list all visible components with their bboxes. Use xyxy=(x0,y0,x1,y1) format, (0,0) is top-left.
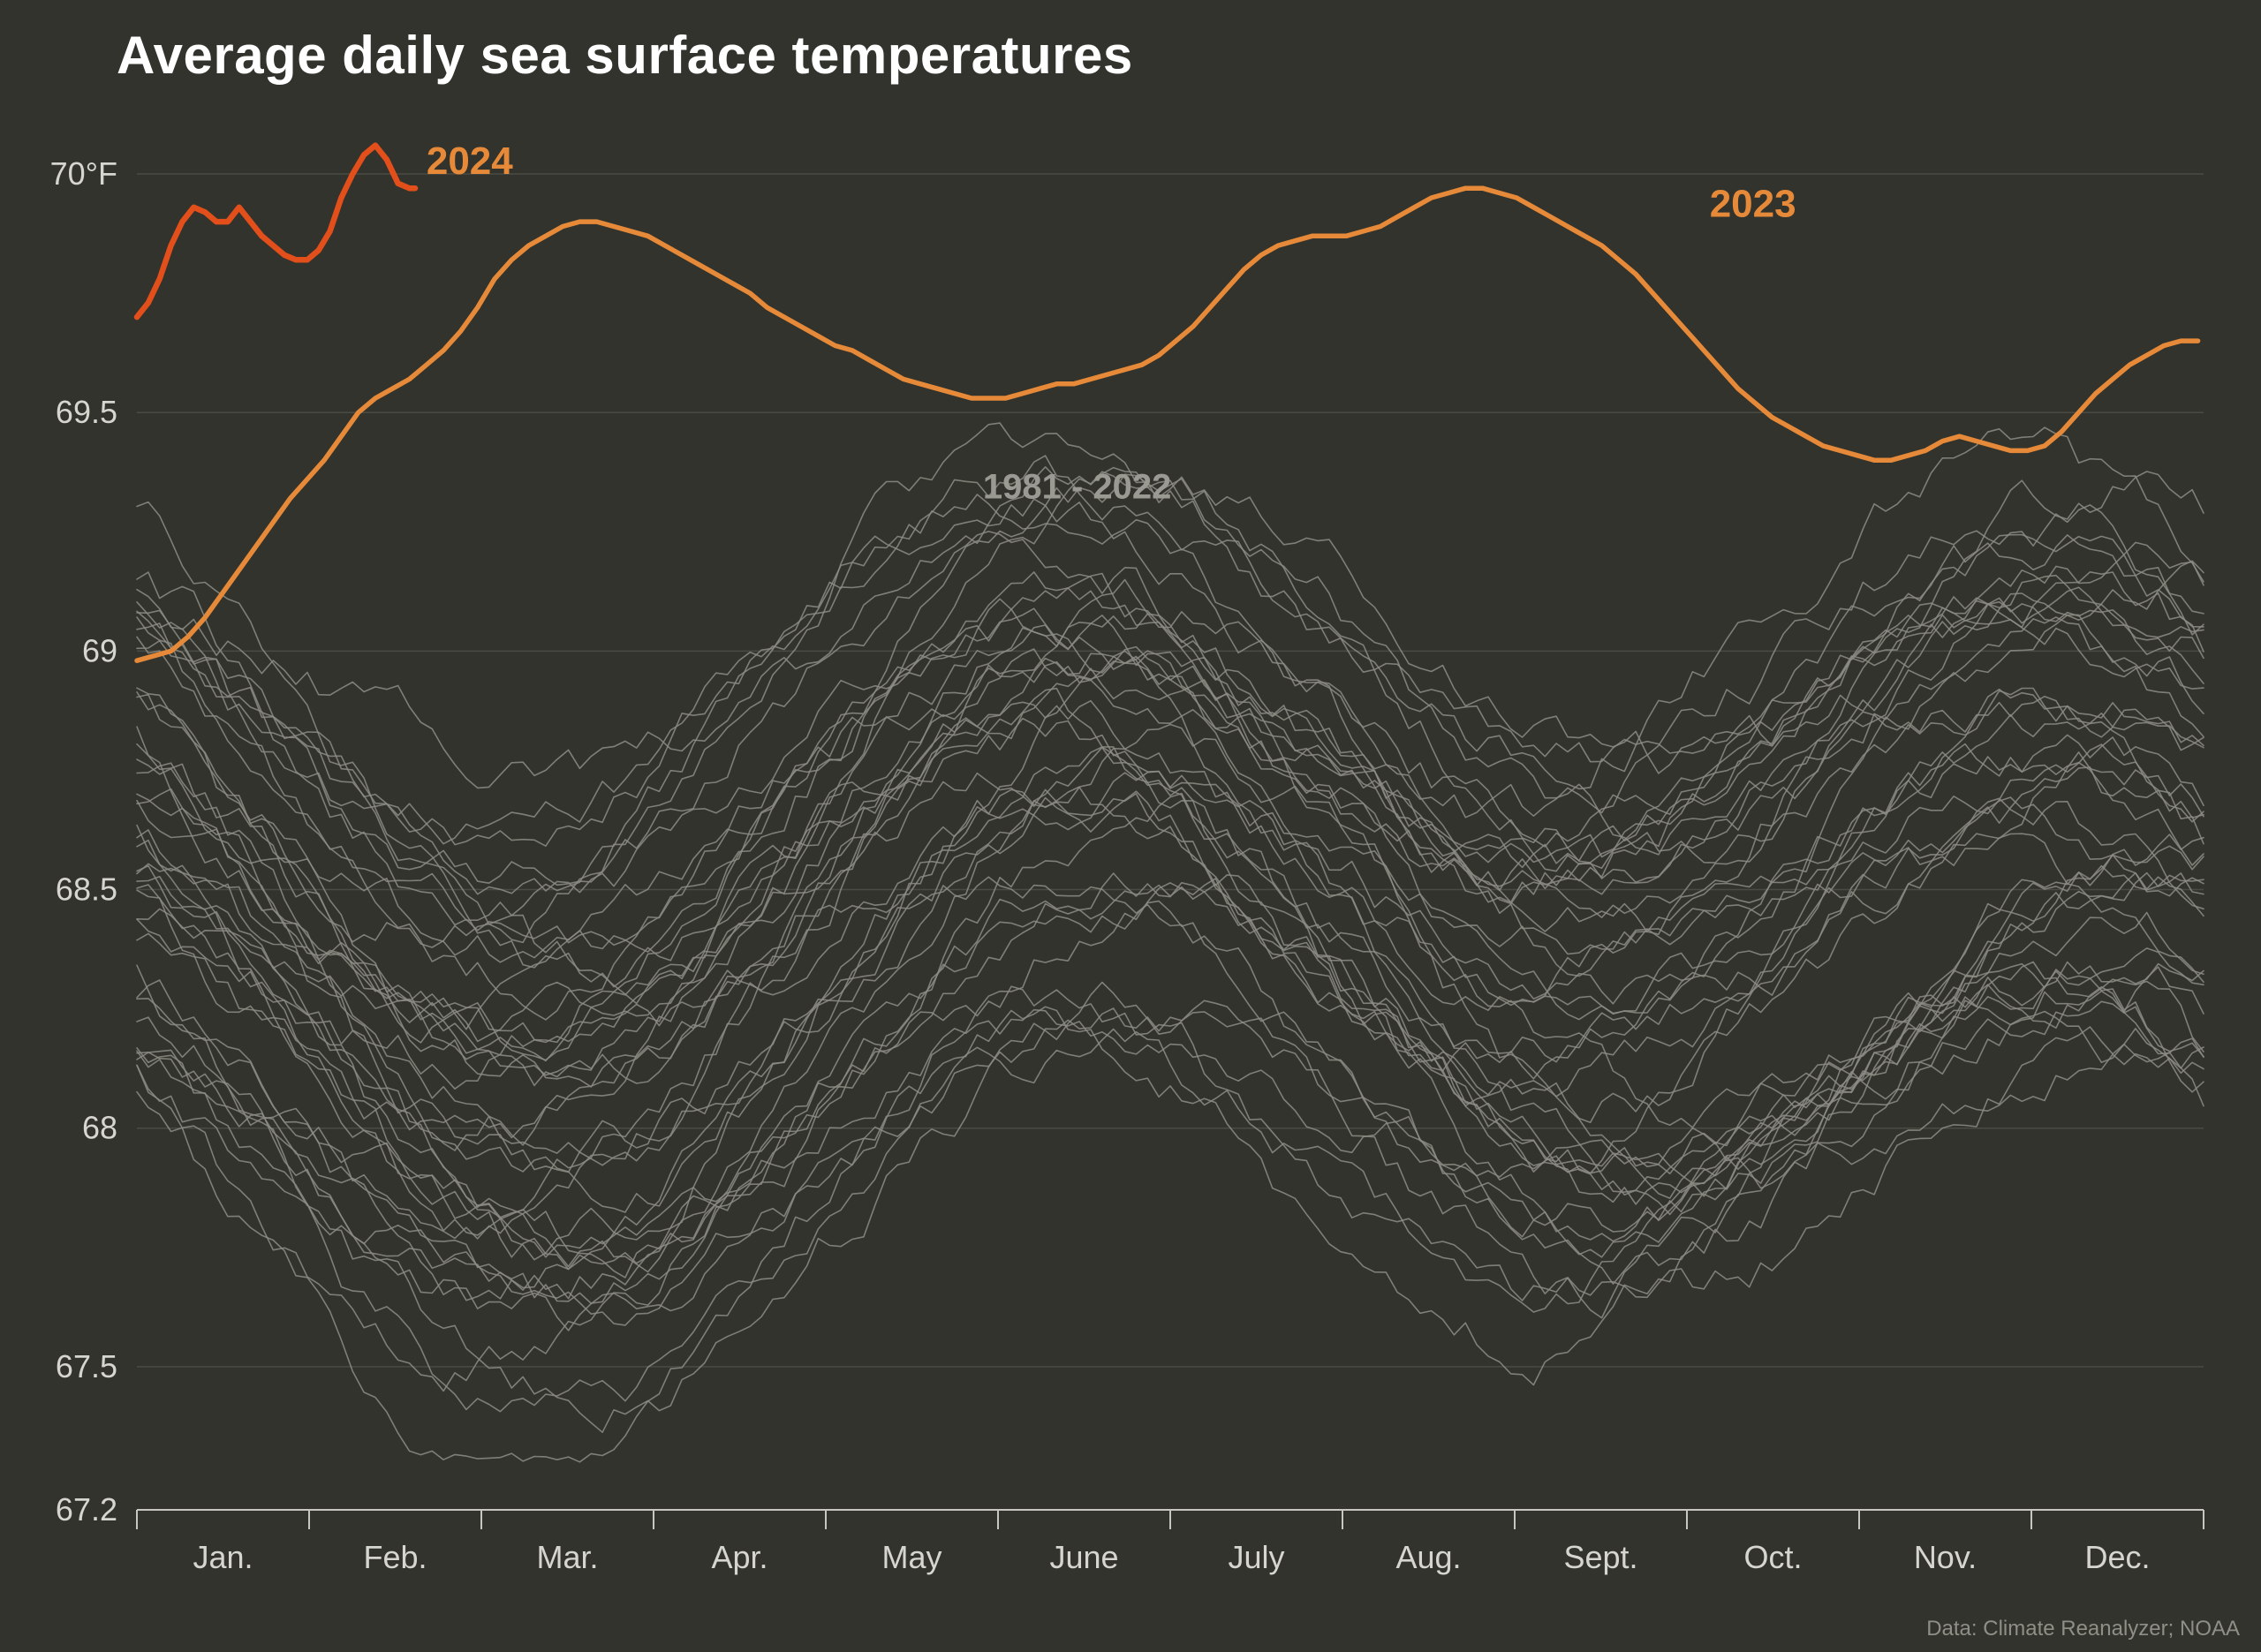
svg-text:Apr.: Apr. xyxy=(711,1539,768,1575)
svg-text:67.2: 67.2 xyxy=(56,1491,117,1528)
svg-text:Sept.: Sept. xyxy=(1563,1539,1637,1575)
svg-text:Nov.: Nov. xyxy=(1914,1539,1977,1575)
svg-text:70°F: 70°F xyxy=(50,155,117,192)
svg-text:69.5: 69.5 xyxy=(56,394,117,430)
series-label: 1981 - 2022 xyxy=(983,467,1172,506)
svg-text:68: 68 xyxy=(82,1110,117,1146)
svg-text:Jan.: Jan. xyxy=(193,1539,253,1575)
svg-text:Dec.: Dec. xyxy=(2084,1539,2150,1575)
chart-title: Average daily sea surface temperatures xyxy=(117,25,1133,86)
data-credit: Data: Climate Reanalyzer; NOAA xyxy=(1926,1617,2240,1641)
svg-text:May: May xyxy=(881,1539,941,1575)
sst-line-chart: 70°F 69.5 69 68.5 68 67.5 67.2 Jan. Feb. Mar. Apr.… xyxy=(0,0,2261,1652)
svg-text:Mar.: Mar. xyxy=(536,1539,598,1575)
svg-text:Feb.: Feb. xyxy=(363,1539,427,1575)
svg-text:69: 69 xyxy=(82,632,117,668)
svg-text:June: June xyxy=(1049,1539,1118,1575)
svg-text:Aug.: Aug. xyxy=(1395,1539,1461,1575)
series-label: 2023 xyxy=(1710,183,1796,226)
svg-text:July: July xyxy=(1228,1539,1284,1575)
svg-text:Oct.: Oct. xyxy=(1743,1539,1802,1575)
svg-text:67.5: 67.5 xyxy=(56,1348,117,1384)
series-label: 2024 xyxy=(427,140,513,183)
svg-text:68.5: 68.5 xyxy=(56,871,117,908)
